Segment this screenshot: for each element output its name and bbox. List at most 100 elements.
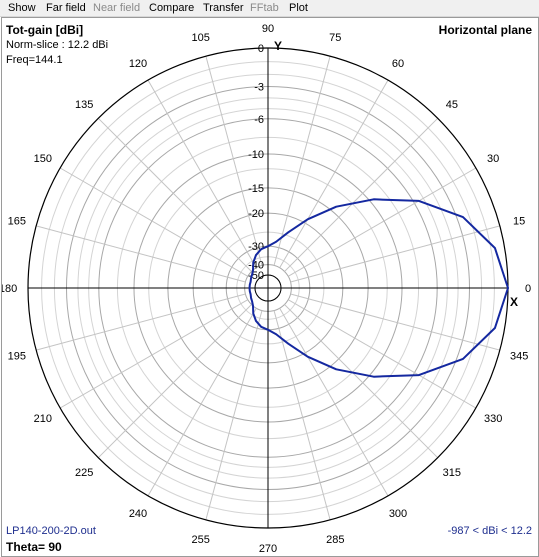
menu-compare[interactable]: Compare [149,2,195,14]
angle-label: 150 [34,153,52,165]
pattern-point [249,284,251,286]
pattern-point [373,376,375,378]
pattern-point [251,274,253,276]
radial-tick-label: -30 [248,241,264,253]
radial-tick-label: 0 [258,43,264,55]
angle-label: 255 [192,534,210,546]
angle-label: 225 [75,467,93,479]
angle-label: 0 [525,283,531,295]
dbi-range-label: -987 < dBi < 12.2 [447,525,532,537]
norm-slice-label: Norm-slice : 12.2 dBi [6,39,109,51]
grid-spoke [97,117,252,272]
grid-spoke [290,225,500,283]
grid-spoke [59,167,249,277]
pattern-point [418,374,420,376]
pattern-point [255,254,257,256]
menu-far-field[interactable]: Far field [46,2,86,14]
grid-spoke [284,117,439,272]
radial-tick-label: -6 [254,114,264,126]
pattern-point [252,261,254,264]
grid-spoke [273,310,331,520]
pattern-point [287,231,289,233]
pattern-point [252,269,254,271]
angle-label: 30 [487,153,499,165]
pattern-point [373,198,375,200]
theta-label: Theta= 90 [6,540,62,554]
pattern-point [335,206,337,208]
angle-label: 75 [329,32,341,44]
menu-fftab[interactable]: FFtab [250,2,279,14]
grid-spoke [284,304,439,459]
angle-label: 315 [443,467,461,479]
pattern-point [251,300,253,302]
angle-label: 300 [389,508,407,520]
pattern-point [248,287,251,289]
pattern-point [252,312,254,315]
grid-spoke [279,79,389,269]
pattern-point [494,247,496,249]
angle-label: 15 [513,216,525,228]
pattern-point [250,297,252,299]
angle-label: 210 [34,413,52,425]
angle-label: 60 [392,58,404,70]
pattern-point [250,293,252,295]
pattern-point [250,277,252,279]
pattern-point [335,368,337,370]
radial-tick-label: -20 [248,208,264,220]
grid-spoke [287,299,477,409]
pattern-point [287,343,289,345]
x-axis-label: X [510,295,518,309]
file-name-label: LP140-200-2D.out [6,525,96,537]
grid-spoke [97,304,252,459]
pattern-point [275,241,277,243]
grid-spoke [147,307,257,497]
pattern-point [255,320,257,322]
angle-label: 120 [129,58,147,70]
y-axis-label: Y [274,39,282,53]
inner-ring [254,274,282,302]
radial-tick-label: -10 [248,149,264,161]
plot-frame: 0 -3 -6 -10 -15 -20 -30 -40 -50 0 15 30 45 60 75 90 105 1… [1,17,539,557]
angle-label: 45 [446,99,458,111]
pattern-point [307,218,309,220]
pattern-point [307,356,309,358]
grid-spoke [59,299,249,409]
pattern-point [267,245,269,247]
angle-label: 180 [2,283,17,295]
angle-label: 240 [129,508,147,520]
pattern-point [260,326,262,328]
pattern-point [260,248,262,250]
pattern-point [462,358,464,360]
menu-near-field[interactable]: Near field [93,2,141,14]
pattern-point [507,287,509,289]
grid-spoke [273,56,331,266]
pattern-point [249,290,251,292]
menu-bar: Show Far field Near field Compare Transfer FF… [0,0,539,17]
angle-label: 105 [192,32,210,44]
menu-show[interactable]: Show [8,2,36,14]
polar-plot: 0-3-6-10-15-20-30-40-5001530456075901051… [2,23,531,555]
angle-label: 90 [262,23,274,35]
pattern-point [494,327,496,329]
grid-spoke [36,225,246,283]
angle-label: 165 [8,216,26,228]
angle-label: 135 [75,99,93,111]
pattern-point [252,305,254,307]
menu-transfer[interactable]: Transfer [203,2,244,14]
grid-spoke [147,79,257,269]
pattern-point [462,216,464,218]
angle-label: 270 [259,543,277,555]
radial-tick-label: -15 [248,183,264,195]
pattern-point [418,200,420,202]
angle-label: 285 [326,534,344,546]
plot-title: Tot-gain [dBi] [6,23,84,37]
pattern-point [275,333,277,335]
grid-spoke [287,167,477,277]
radial-tick-label: -3 [254,81,264,93]
menu-plot[interactable]: Plot [289,2,308,14]
angle-label: 195 [8,350,26,362]
grid-spoke [36,293,246,351]
pattern-point [267,329,269,331]
angle-label: 345 [510,350,528,362]
grid-spoke [290,293,500,351]
